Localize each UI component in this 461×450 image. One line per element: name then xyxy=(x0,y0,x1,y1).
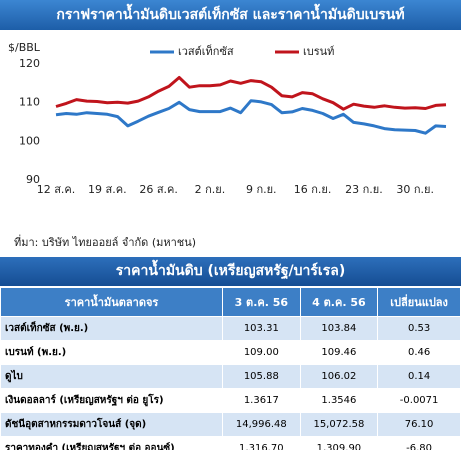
row: เบรนท์ (พ.ย.) 109.00 109.46 0.46 xyxy=(0,340,461,365)
legend-label: เวสต์เท็กซัส xyxy=(178,44,234,58)
cell: 106.02 xyxy=(299,364,379,389)
cell: ดูไบ xyxy=(0,364,224,389)
y-tick-label: 120 xyxy=(19,57,40,70)
x-tick-label: 30 ก.ย. xyxy=(396,183,434,196)
row: เงินดอลลาร์ (เหรียญสหรัฐฯ ต่อ ยูโร) 1.361… xyxy=(0,388,461,413)
cell: 109.00 xyxy=(222,340,301,365)
cell: ราคาทองคำ (เหรียญสหรัฐฯ ต่อ ออนซ์) xyxy=(0,436,224,450)
line-series xyxy=(55,99,447,135)
cell: 103.31 xyxy=(222,316,301,341)
cell: 76.10 xyxy=(377,412,461,437)
y-tick-label: 110 xyxy=(19,96,40,109)
header-cell: 4 ต.ค. 56 xyxy=(299,287,379,317)
cell: 1.3546 xyxy=(299,388,379,413)
header-cell: 3 ต.ค. 56 xyxy=(222,287,301,317)
x-tick-label: 2 ก.ย. xyxy=(195,183,226,196)
x-tick-label: 23 ก.ย. xyxy=(345,183,383,196)
y-tick-label: 100 xyxy=(19,134,40,147)
chart-title: กราฟราคาน้ำมันดิบเวสต์เท็กซัส และราคาน้ำ… xyxy=(0,0,461,30)
cell: 105.88 xyxy=(222,364,301,389)
chart: $/BBL ที่มา: บริษัท ไทยออยล์ จำกัด (มหาช… xyxy=(8,41,447,249)
header-cell: เปลี่ยนแปลง xyxy=(377,287,461,317)
x-tick-label: 16 ก.ย. xyxy=(294,183,332,196)
y-axis-label: $/BBL xyxy=(8,41,41,54)
cell: 103.84 xyxy=(299,316,379,341)
table: ราคาน้ำมันตลาดจร 3 ต.ค. 56 4 ต.ค. 56 เปลี่ย… xyxy=(0,287,461,450)
cell: 1,309.90 xyxy=(299,436,379,450)
cell: 15,072.58 xyxy=(299,412,379,437)
x-tick-label: 12 ส.ค. xyxy=(37,183,76,196)
y-tick-label: 90 xyxy=(26,173,40,186)
table-title: ราคาน้ำมันดิบ (เหรียญสหรัฐ/บาร์เรล) xyxy=(0,257,461,286)
cell: 14,996.48 xyxy=(222,412,301,437)
cell: 0.53 xyxy=(377,316,461,341)
x-tick-label: 19 ส.ค. xyxy=(88,183,127,196)
cell: -0.0071 xyxy=(377,388,461,413)
cell: 0.14 xyxy=(377,364,461,389)
cell: 109.46 xyxy=(299,340,379,365)
row: ดัชนีอุตสาหกรรมดาวโจนส์ (จุด) 14,996.48 15… xyxy=(0,412,461,437)
cell: 0.46 xyxy=(377,340,461,365)
cell: เบรนท์ (พ.ย.) xyxy=(0,340,224,365)
cell: 1,316.70 xyxy=(222,436,301,450)
row: เวสต์เท็กซัส (พ.ย.) 103.31 103.84 0.53 xyxy=(0,316,461,341)
line-series xyxy=(55,76,447,111)
cell: เงินดอลลาร์ (เหรียญสหรัฐฯ ต่อ ยูโร) xyxy=(0,388,224,413)
cell: -6.80 xyxy=(377,436,461,450)
source: ที่มา: บริษัท ไทยออยล์ จำกัด (มหาชน) xyxy=(14,234,196,249)
cell: 1.3617 xyxy=(222,388,301,413)
legend-label: เบรนท์ xyxy=(303,45,334,58)
row: ดูไบ 105.88 106.02 0.14 xyxy=(0,364,461,389)
row: ราคาทองคำ (เหรียญสหรัฐฯ ต่อ ออนซ์) 1,316.… xyxy=(0,436,461,450)
cell: ดัชนีอุตสาหกรรมดาวโจนส์ (จุด) xyxy=(0,412,224,437)
header-cell: ราคาน้ำมันตลาดจร xyxy=(0,287,224,317)
cell: เวสต์เท็กซัส (พ.ย.) xyxy=(0,316,224,341)
x-tick-label: 9 ก.ย. xyxy=(246,183,277,196)
x-tick-label: 26 ส.ค. xyxy=(139,183,178,196)
